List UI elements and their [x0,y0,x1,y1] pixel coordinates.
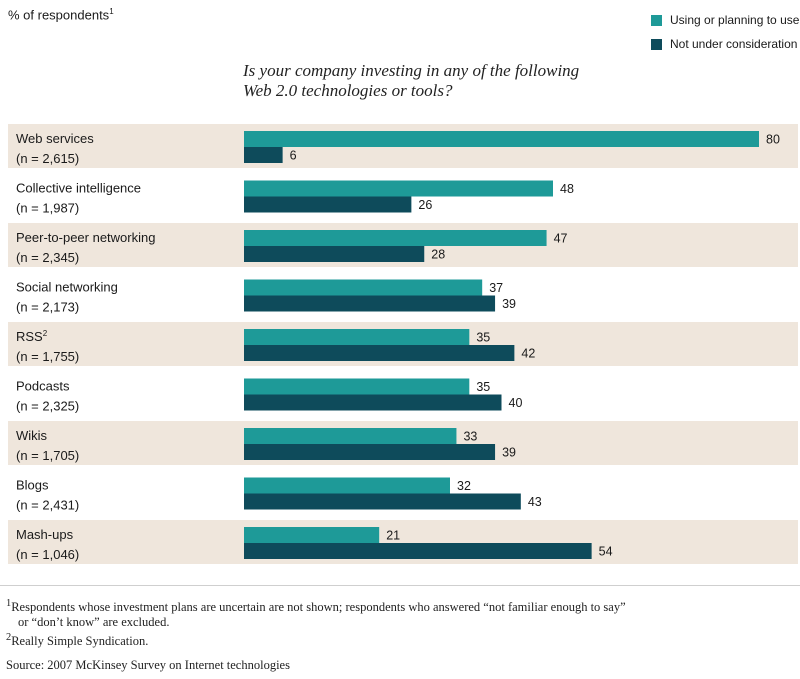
bar-not [244,295,496,312]
category-n-label: (n = 2,345) [16,250,79,265]
category-label: Wikis [16,428,48,443]
bar-value-label: 35 [476,380,490,394]
bar-value-label: 21 [386,529,400,543]
bar-value-label: 39 [502,446,516,460]
category-n-label: (n = 1,046) [16,547,79,562]
category-label: Peer-to-peer networking [16,230,155,245]
footnote-1: 1Respondents whose investment plans are … [6,598,626,615]
legend-label-not: Not under consideration [670,37,798,51]
category-n-label: (n = 1,705) [16,448,79,463]
bar-value-label: 43 [528,495,542,509]
bar-not [244,394,502,411]
category-label: Mash-ups [16,527,74,542]
bar-chart: Web services (n = 2,615) 80 6 Collective int… [8,124,798,564]
bar-value-label: 47 [554,232,568,246]
bar-value-label: 26 [418,198,432,212]
bar-using [244,477,450,494]
legend-item-using: Using or planning to use [651,8,799,32]
category-n-label: (n = 2,431) [16,498,79,513]
bar-value-label: 39 [502,297,516,311]
bar-not [244,493,521,510]
bar-value-label: 32 [457,479,471,493]
category-n-label: (n = 2,615) [16,151,79,166]
bar-value-label: 48 [560,182,574,196]
legend-item-not: Not under consideration [651,32,799,56]
legend-swatch-not [651,38,662,50]
category-label: Web services [16,131,94,146]
bar-using [244,230,547,246]
category-label: Podcasts [16,379,70,394]
bar-not [244,345,515,361]
category-n-label: (n = 2,173) [16,300,79,315]
bar-value-label: 6 [290,149,297,163]
category-label: RSS2 [16,329,48,344]
category-label: Blogs [16,478,49,493]
chart-title-line-2: Web 2.0 technologies or tools? [243,81,453,100]
category-label: Collective intelligence [16,181,141,196]
category-n-label: (n = 1,987) [16,201,79,216]
legend-swatch-using [651,14,662,26]
legend: Using or planning to use Not under consi… [651,8,799,56]
footnotes: 1Respondents whose investment plans are … [6,596,796,673]
bar-value-label: 37 [489,281,503,295]
category-n-label: (n = 2,325) [16,399,79,414]
bar-not [244,246,425,262]
footnote-2: 2Really Simple Syndication. [6,632,149,649]
bar-using [244,329,470,345]
bar-value-label: 28 [431,248,445,262]
bar-value-label: 40 [509,396,523,410]
bar-using [244,180,553,197]
bar-using [244,131,759,147]
category-n-label: (n = 1,755) [16,349,79,364]
bar-using [244,279,483,296]
y-axis-label: % of respondents1 [8,7,114,23]
category-label: Social networking [16,280,118,295]
bar-using [244,428,457,444]
bar-not [244,196,412,213]
bar-not [244,543,592,559]
bar-value-label: 42 [521,347,535,361]
bar-using [244,378,470,395]
bar-using [244,527,380,543]
bar-not [244,147,283,163]
bar-value-label: 54 [599,545,613,559]
bar-not [244,444,496,460]
bar-value-label: 33 [463,430,477,444]
legend-label-using: Using or planning to use [670,13,800,27]
chart-title: Is your company investing in any of the … [243,61,579,101]
chart-title-line-1: Is your company investing in any of the … [243,61,580,80]
bar-value-label: 35 [476,331,490,345]
footnote-1-cont: or “don’t know” are excluded. [18,615,170,630]
bar-value-label: 80 [766,133,780,147]
divider [0,585,800,586]
source-note: Source: 2007 McKinsey Survey on Internet… [6,658,290,673]
